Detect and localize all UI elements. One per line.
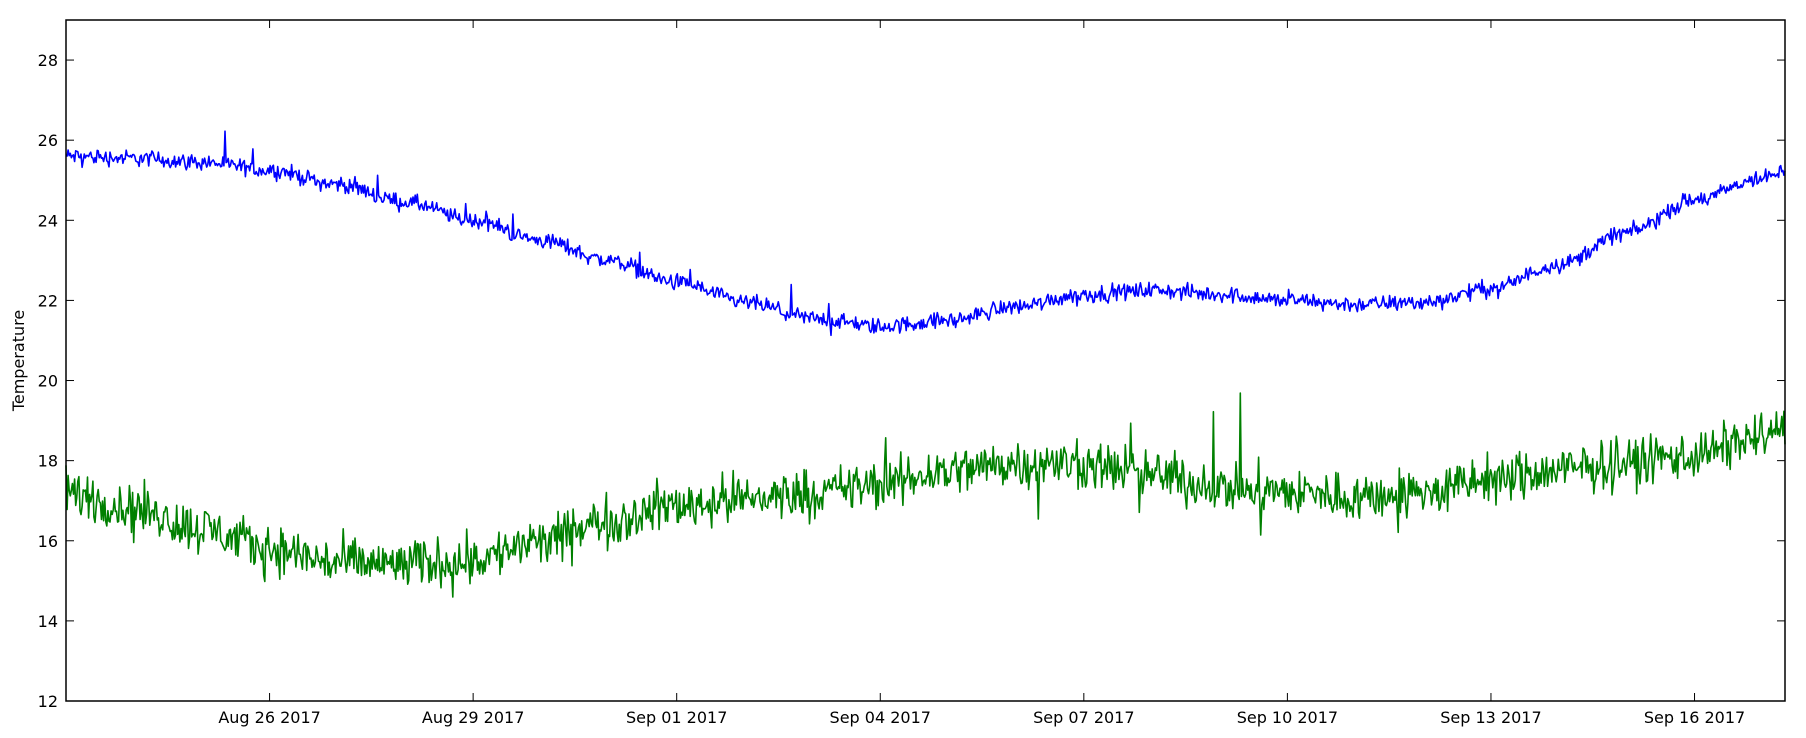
x-tick-label: Sep 01 2017 — [626, 708, 727, 727]
series-line-2 — [65, 392, 1786, 598]
y-tick-label: 28 — [38, 51, 58, 70]
y-tick-label: 16 — [38, 532, 58, 551]
x-tick-label: Sep 13 2017 — [1440, 708, 1541, 727]
x-tick-label: Aug 26 2017 — [218, 708, 321, 727]
y-tick-label: 20 — [38, 372, 58, 391]
y-axis-label: Temperature — [9, 310, 28, 412]
y-tick-label: 26 — [38, 131, 58, 150]
y-axis: 12 14 16 18 20 22 24 26 28 — [38, 51, 1785, 711]
x-tick-label: Aug 29 2017 — [422, 708, 525, 727]
y-tick-label: 18 — [38, 452, 58, 471]
plot-frame — [65, 19, 1786, 702]
x-tick-label: Sep 04 2017 — [830, 708, 931, 727]
y-tick-label: 24 — [38, 211, 58, 230]
series-layer — [65, 130, 1786, 598]
x-axis: Aug 26 2017 Aug 29 2017 Sep 01 2017 Sep 04 … — [218, 20, 1745, 727]
y-tick-label: 12 — [38, 692, 58, 711]
x-tick-label: Sep 07 2017 — [1033, 708, 1134, 727]
x-tick-label: Sep 16 2017 — [1644, 708, 1745, 727]
y-tick-label: 22 — [38, 291, 58, 310]
x-tick-label: Sep 10 2017 — [1237, 708, 1338, 727]
series-line-1 — [65, 130, 1786, 337]
y-tick-label: 14 — [38, 612, 58, 631]
